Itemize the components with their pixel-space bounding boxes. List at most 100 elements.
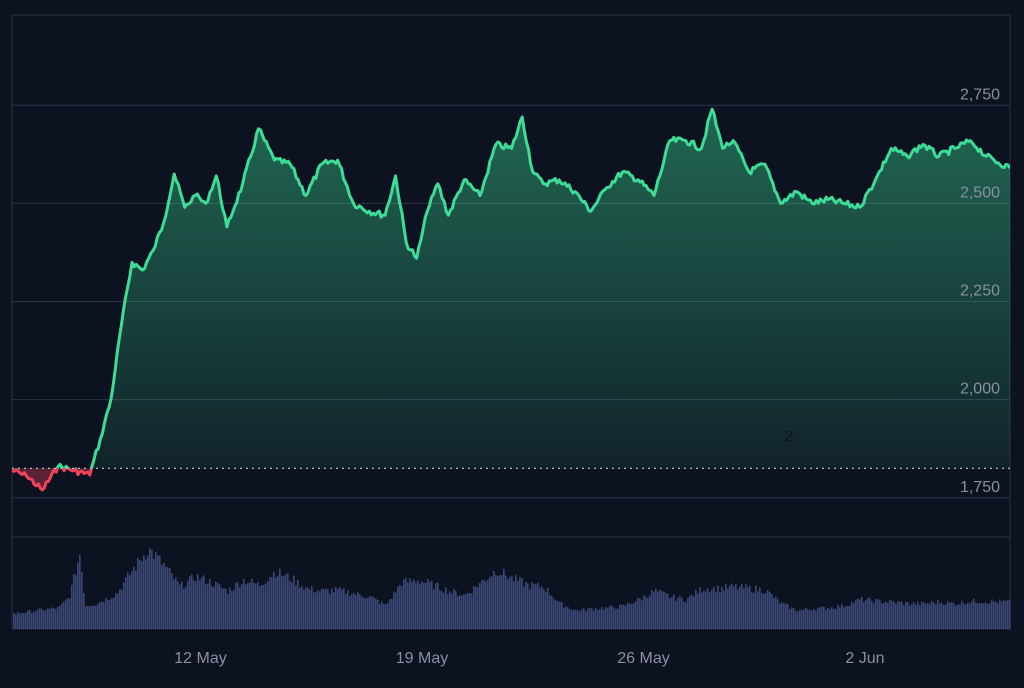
volume-bar xyxy=(231,590,233,629)
volume-bar xyxy=(221,588,223,629)
volume-bar xyxy=(275,577,277,629)
volume-bar xyxy=(843,607,845,629)
volume-bar xyxy=(51,607,53,629)
x-axis: 12 May 19 May 26 May 2 Jun xyxy=(174,650,884,667)
volume-bar xyxy=(791,607,793,629)
volume-bar xyxy=(999,599,1001,629)
volume-bar xyxy=(543,589,545,629)
volume-bar xyxy=(567,606,569,629)
volume-bar xyxy=(979,603,981,629)
volume-bar xyxy=(909,605,911,629)
volume-bar xyxy=(347,590,349,629)
volume-bar xyxy=(179,584,181,629)
volume-bar xyxy=(425,582,427,629)
volume-bar xyxy=(637,597,639,629)
volume-bar xyxy=(919,605,921,629)
volume-bar xyxy=(245,584,247,629)
volume-bar xyxy=(985,602,987,629)
volume-bar xyxy=(689,595,691,629)
volume-bar xyxy=(855,599,857,629)
volume-bar xyxy=(505,575,507,629)
volume-bar xyxy=(269,577,271,629)
volume-bar xyxy=(265,583,267,629)
volume-bar xyxy=(129,575,131,629)
volume-bar xyxy=(89,605,91,629)
volume-bar xyxy=(509,577,511,629)
y-tick-label: 2,250 xyxy=(960,283,1000,300)
volume-bar xyxy=(625,605,627,629)
volume-bar xyxy=(723,590,725,629)
volume-bar xyxy=(807,609,809,629)
volume-bar xyxy=(817,608,819,629)
volume-bar xyxy=(683,601,685,629)
volume-bar xyxy=(519,576,521,629)
volume-bar xyxy=(953,603,955,629)
volume-bar xyxy=(857,598,859,629)
volume-bar xyxy=(521,578,523,629)
volume-bar xyxy=(439,590,441,629)
volume-bar xyxy=(853,603,855,629)
volume-bar xyxy=(655,588,657,629)
volume-bar xyxy=(197,574,199,629)
volume-bar xyxy=(125,576,127,629)
volume-bar xyxy=(337,589,339,629)
volume-bar xyxy=(211,585,213,629)
volume-bar xyxy=(397,586,399,629)
volume-bar xyxy=(185,586,187,629)
volume-bar xyxy=(875,599,877,629)
volume-bar xyxy=(451,593,453,629)
volume-bar xyxy=(305,587,307,629)
volume-bar xyxy=(299,587,301,629)
volume-bar xyxy=(815,610,817,629)
x-tick-label: 19 May xyxy=(396,650,448,667)
volume-bar xyxy=(603,609,605,629)
volume-bar xyxy=(333,592,335,629)
volume-bar xyxy=(351,594,353,629)
volume-bar xyxy=(959,604,961,629)
volume-bar xyxy=(805,607,807,629)
volume-bar xyxy=(163,562,165,629)
volume-bar xyxy=(507,579,509,629)
volume-bar xyxy=(377,599,379,629)
volume-bar xyxy=(581,609,583,629)
volume-bar xyxy=(317,590,319,629)
volume-bar xyxy=(881,603,883,629)
volume-bar xyxy=(165,566,167,629)
volume-bar xyxy=(379,604,381,629)
volume-bar xyxy=(65,599,67,629)
volume-bar xyxy=(617,608,619,629)
volume-bar xyxy=(707,588,709,629)
volume-bar xyxy=(901,601,903,629)
volume-bar xyxy=(283,576,285,629)
volume-bar xyxy=(191,574,193,629)
volume-bar xyxy=(55,609,57,629)
volume-bar xyxy=(373,597,375,629)
volume-bar xyxy=(605,606,607,629)
volume-bar xyxy=(133,566,135,629)
volume-bar xyxy=(797,611,799,629)
volume-bar xyxy=(339,586,341,629)
volume-bar xyxy=(493,570,495,629)
volume-bar xyxy=(85,605,87,629)
volume-bar xyxy=(17,612,19,629)
volume-bar xyxy=(357,591,359,629)
volume-bar xyxy=(551,596,553,629)
volume-bar xyxy=(747,587,749,629)
volume-bar xyxy=(33,611,35,629)
volume-bar xyxy=(367,597,369,629)
volume-bar xyxy=(257,582,259,629)
volume-bar xyxy=(315,592,317,629)
volume-bar xyxy=(253,582,255,629)
volume-bar xyxy=(645,596,647,629)
volume-bar xyxy=(187,580,189,629)
volume-bar xyxy=(151,549,153,629)
volume-bar xyxy=(515,574,517,629)
volume-bar xyxy=(135,570,137,629)
volume-bar xyxy=(485,581,487,629)
volume-bar xyxy=(431,580,433,629)
volume-bar xyxy=(517,580,519,629)
stray-label: 2 xyxy=(785,428,793,445)
volume-bar xyxy=(757,591,759,629)
